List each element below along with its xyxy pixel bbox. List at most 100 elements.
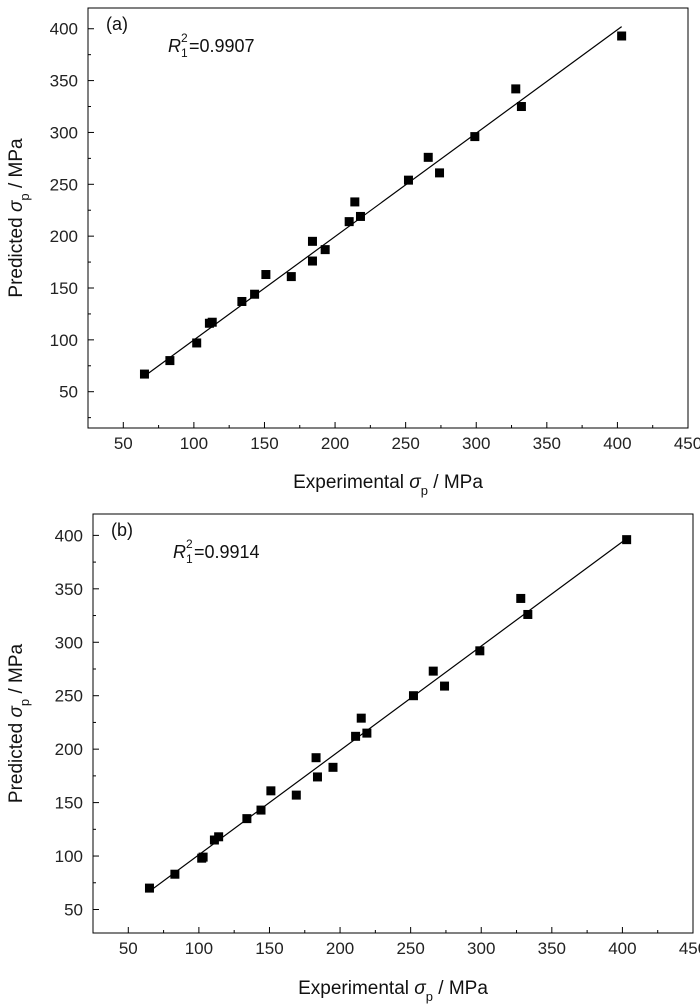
y-tick-label: 300 — [55, 633, 83, 652]
y-axis-title-unit: / MPa — [6, 138, 27, 193]
data-point — [428, 666, 438, 676]
r-subscript: 1 — [186, 552, 193, 566]
y-axis-title-symbol: σ — [6, 199, 27, 212]
panel-label: (a) — [106, 14, 128, 34]
y-axis-title-symbol: σ — [6, 705, 27, 718]
data-point — [312, 772, 322, 782]
x-tick-label: 150 — [250, 434, 278, 453]
data-point — [355, 211, 365, 221]
data-point — [362, 728, 372, 738]
x-tick-label: 100 — [185, 939, 213, 958]
data-point — [207, 317, 217, 327]
r-symbol: R — [168, 36, 181, 56]
data-point — [198, 852, 208, 862]
r-subscript: 1 — [181, 46, 188, 60]
data-point — [261, 270, 271, 280]
y-tick-label: 250 — [55, 687, 83, 706]
x-axis-title-sub: p — [426, 989, 433, 1004]
data-point — [144, 883, 154, 893]
data-point — [516, 102, 526, 112]
y-tick-label: 200 — [50, 227, 78, 246]
data-point — [170, 869, 180, 879]
data-point — [307, 236, 317, 246]
plot-frame — [92, 513, 694, 934]
x-axis-title: Experimental σp / MPa — [293, 472, 483, 498]
panel-b: 50 100 150 200 250 300 350 400 450 50 100 150 200 250… — [6, 513, 700, 1004]
x-tick-label: 450 — [679, 939, 700, 958]
data-point — [311, 753, 321, 763]
y-axis-title: Predicted σp / MPa — [6, 643, 32, 803]
r-superscript: 2 — [186, 537, 193, 551]
data-point — [523, 609, 533, 619]
y-tick-label: 400 — [50, 20, 78, 39]
data-point — [408, 691, 418, 701]
data-point — [250, 289, 260, 299]
data-point — [328, 762, 338, 772]
x-axis-title: Experimental σp / MPa — [298, 978, 488, 1004]
x-tick-label: 450 — [674, 434, 700, 453]
y-tick-label: 250 — [50, 175, 78, 194]
y-tick-label: 350 — [50, 72, 78, 91]
panel-label: (b) — [111, 520, 133, 540]
data-point — [351, 731, 361, 741]
data-point — [435, 168, 445, 178]
data-point — [242, 814, 252, 824]
y-axis-title: Predicted σp / MPa — [6, 138, 32, 298]
data-point — [511, 84, 521, 94]
x-tick-label: 100 — [180, 434, 208, 453]
plot-frame — [87, 7, 689, 429]
data-point — [307, 256, 317, 266]
data-point — [237, 296, 247, 306]
y-axis-title-unit: / MPa — [6, 643, 27, 698]
x-tick-label: 50 — [114, 434, 133, 453]
x-tick-label: 300 — [462, 434, 490, 453]
x-axis-title-symbol: σ — [409, 472, 422, 493]
x-axis-title-main: Experimental — [293, 472, 409, 493]
data-point — [286, 272, 296, 282]
x-tick-label: 200 — [326, 939, 354, 958]
r-squared-value: =0.9914 — [194, 542, 260, 562]
y-tick-label: 150 — [55, 794, 83, 813]
data-point — [440, 681, 450, 691]
y-tick-label: 100 — [55, 847, 83, 866]
data-point — [622, 535, 632, 545]
data-point — [320, 245, 330, 255]
x-axis-title-unit: / MPa — [428, 472, 483, 493]
data-point — [617, 31, 627, 41]
data-point — [139, 369, 149, 379]
data-point — [165, 356, 175, 366]
y-axis-title-main: Predicted — [6, 212, 27, 298]
y-tick-label: 200 — [55, 740, 83, 759]
r-superscript: 2 — [181, 31, 188, 45]
x-axis-title-sub: p — [421, 483, 428, 498]
x-tick-label: 250 — [391, 434, 419, 453]
x-tick-label: 250 — [396, 939, 424, 958]
y-tick-label: 50 — [59, 383, 78, 402]
y-tick-label: 350 — [55, 580, 83, 599]
data-point — [291, 790, 301, 800]
data-point — [475, 646, 485, 656]
x-tick-label: 350 — [533, 434, 561, 453]
x-axis-title-main: Experimental — [298, 978, 414, 999]
x-tick-label: 400 — [608, 939, 636, 958]
x-tick-label: 350 — [538, 939, 566, 958]
y-axis-title-main: Predicted — [6, 718, 27, 804]
data-point — [403, 175, 413, 185]
r-squared-value: =0.9907 — [189, 36, 255, 56]
r-squared-annotation: R — [168, 36, 181, 56]
data-point — [356, 713, 366, 723]
y-axis-title-sub: p — [17, 193, 32, 200]
data-point — [214, 832, 224, 842]
x-axis-title-unit: / MPa — [433, 978, 488, 999]
y-tick-label: 150 — [50, 279, 78, 298]
y-tick-label: 50 — [64, 900, 83, 919]
fit-line — [144, 26, 623, 377]
x-axis-title-symbol: σ — [414, 978, 427, 999]
data-point — [192, 338, 202, 348]
x-tick-label: 300 — [467, 939, 495, 958]
x-tick-label: 50 — [119, 939, 138, 958]
fit-line — [149, 538, 628, 892]
y-axis-title-sub: p — [17, 699, 32, 706]
data-point — [256, 805, 266, 815]
